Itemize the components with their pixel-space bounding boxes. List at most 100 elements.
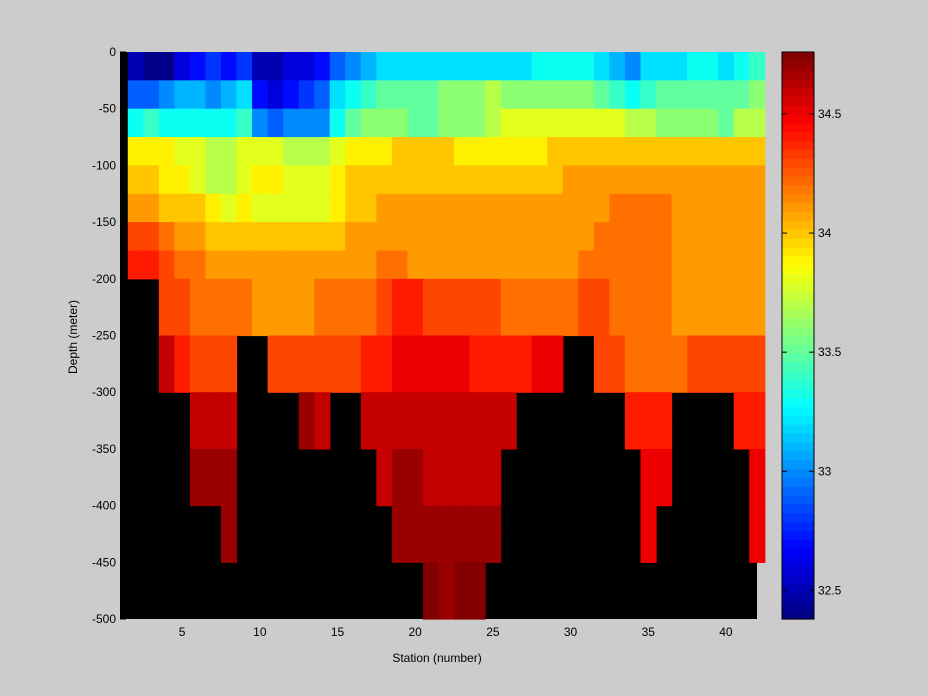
colorbar-swatch [782,246,814,257]
heatmap-cell [283,278,300,308]
colorbar-swatch [782,282,814,292]
heatmap-cell [189,222,207,252]
colorbar-swatch [782,601,814,611]
heatmap-cell [609,165,626,195]
heatmap-cell [469,505,486,535]
heatmap-cell [236,108,253,138]
heatmap-cell [298,108,315,138]
colorbar-swatch [782,255,814,266]
heatmap-cell [205,477,222,507]
heatmap-cell [314,108,331,138]
heatmap-cell [360,222,377,252]
heatmap-cell [749,165,766,195]
heatmap-cell [283,52,300,81]
heatmap-cell [236,222,253,252]
colorbar-swatch [782,326,814,337]
heatmap-cell [671,137,688,166]
heatmap-cell [345,80,362,110]
heatmap-cell [236,278,253,308]
heatmap-cell [562,250,579,280]
heatmap-cell [547,165,564,195]
heatmap-cell [718,52,735,81]
heatmap-cell [189,392,207,422]
colorbar-swatch [782,167,814,177]
heatmap-cell [407,250,424,280]
heatmap-cell [158,335,175,365]
colorbar-swatch [782,583,814,594]
heatmap-cell [314,250,331,280]
heatmap-cell [702,335,719,365]
heatmap-cell [220,477,238,507]
x-tick-label: 20 [409,625,423,639]
heatmap-cell [640,392,657,422]
heatmap-cell [314,278,331,308]
heatmap-cell [640,363,657,393]
heatmap-cell [407,137,424,166]
heatmap-cell [609,335,626,365]
heatmap-cell [718,335,735,365]
heatmap-cell [329,222,346,252]
heatmap-cell [329,52,346,81]
heatmap-cell [158,250,175,280]
heatmap-cell [220,363,238,393]
heatmap-cell [640,477,657,507]
heatmap-cell [220,533,238,563]
heatmap-cell [485,505,502,535]
heatmap-cell [640,420,657,450]
heatmap-cell [267,363,284,393]
heatmap-cell [485,420,502,450]
heatmap-cell [656,420,673,450]
heatmap-cell [454,562,471,592]
heatmap-cell [624,165,642,195]
heatmap-cell [298,52,315,81]
colorbar-swatch [782,344,814,354]
heatmap-cell [749,137,766,166]
heatmap-cell [718,250,735,280]
heatmap-cell [454,392,471,422]
heatmap-cell [593,307,611,337]
heatmap-cell [469,307,486,337]
colorbar-swatch [782,370,814,381]
colorbar-swatch [782,610,814,620]
heatmap-cell [143,108,160,138]
heatmap-cell [220,222,238,252]
heatmap-cell [454,335,471,365]
heatmap-cell [718,307,735,337]
heatmap-cell [749,108,766,138]
heatmap-cell [531,52,548,81]
heatmap-cell [158,52,175,81]
heatmap-cell [329,137,346,166]
heatmap-cell [454,278,471,308]
heatmap-cell [298,222,315,252]
x-tick-label: 35 [642,625,656,639]
heatmap-cell [205,137,222,166]
heatmap-cell [438,278,455,308]
heatmap-cell [345,165,362,195]
heatmap-cell [422,392,440,422]
heatmap-cell [407,222,424,252]
heatmap-cell [422,448,440,478]
heatmap-cell [531,137,548,166]
heatmap-cell [454,222,471,252]
heatmap-cell [267,335,284,365]
heatmap-cell [547,222,564,252]
heatmap-cell [376,477,393,507]
heatmap-cell [469,52,486,81]
heatmap-cell [283,80,300,110]
heatmap-cell [283,250,300,280]
heatmap-cell [593,193,611,223]
heatmap-cell [702,307,719,337]
heatmap-cell [345,278,362,308]
heatmap-cell [733,193,750,223]
heatmap-cell [500,392,517,422]
heatmap-cell [220,420,238,450]
heatmap-cell [267,278,284,308]
colorbar-swatch [782,193,814,204]
heatmap-cell [702,137,719,166]
heatmap-cell [500,108,517,138]
heatmap-cell [702,193,719,223]
heatmap-cell [205,335,222,365]
heatmap-cell [391,420,409,450]
heatmap-cell [345,52,362,81]
heatmap-cell [376,222,393,252]
